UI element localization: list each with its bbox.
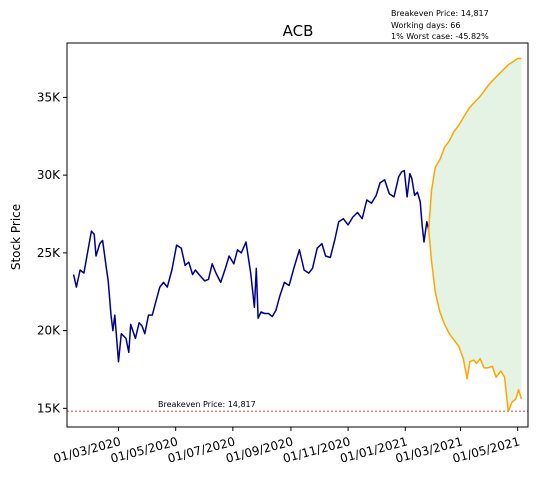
plot-area: 15K20K25K30K35K01/03/202001/05/202001/07…: [37, 42, 529, 466]
chart-title: ACB: [283, 22, 314, 40]
y-tick-label: 35K: [37, 90, 61, 104]
y-tick-label: 15K: [37, 401, 61, 415]
annotation-worst-case: 1% Worst case: -45.82%: [391, 32, 489, 41]
y-axis-label: Stock Price: [9, 204, 23, 270]
annotation-breakeven: Breakeven Price: 14,817: [391, 9, 489, 18]
forecast-lower-line: [427, 229, 523, 413]
y-tick-label: 25K: [37, 246, 61, 260]
y-tick-label: 30K: [37, 168, 61, 182]
annotation-box: Breakeven Price: 14,817 Working days: 66…: [391, 9, 489, 41]
breakeven-label: Breakeven Price: 14,817: [158, 400, 256, 409]
plot-frame: [66, 42, 529, 428]
forecast-band: [428, 58, 522, 412]
y-tick-label: 20K: [37, 324, 61, 338]
annotation-working-days: Working days: 66: [391, 21, 460, 30]
history-line: [72, 169, 430, 363]
forecast-upper-line: [427, 57, 522, 230]
